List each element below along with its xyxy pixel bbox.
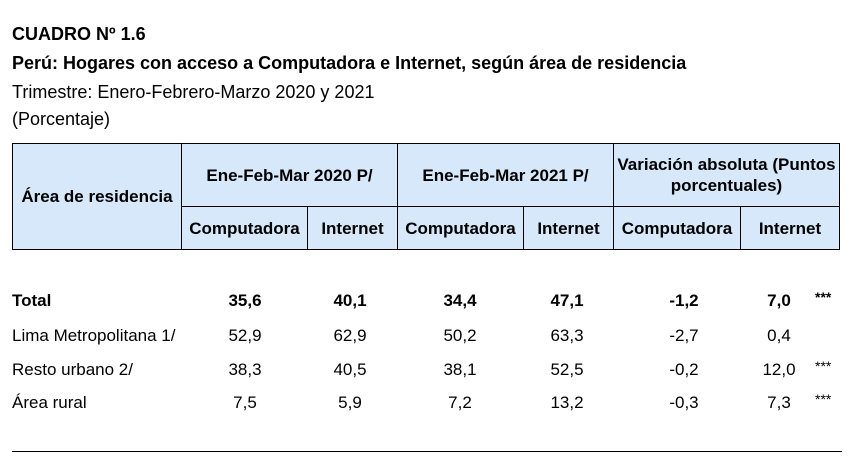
cell-computadora-2021: 7,2 bbox=[448, 393, 472, 412]
table-row: Lima Metropolitana 1/ 52,9 62,9 50,2 63,… bbox=[0, 326, 866, 350]
cell-computadora-2020: 52,9 bbox=[228, 326, 262, 345]
divider bbox=[181, 206, 839, 207]
table-row: Área rural 7,5 5,9 7,2 13,2 -0,3 7,3 *** bbox=[0, 391, 866, 417]
group-header-variacion: Variación absoluta (Puntos porcentuales) bbox=[617, 155, 836, 195]
cell-internet-2021: 13,2 bbox=[550, 393, 584, 412]
subheader-internet-variacion: Internet bbox=[758, 218, 822, 238]
cell-internet-2020: 40,1 bbox=[333, 291, 367, 310]
group-header-2020: Ene-Feb-Mar 2020 P/ bbox=[206, 165, 373, 185]
divider bbox=[740, 206, 741, 249]
cell-internet-2020: 62,9 bbox=[333, 326, 367, 345]
cell-variacion-internet: 12,0 bbox=[762, 360, 796, 379]
subheader-computadora-2020: Computadora bbox=[189, 218, 300, 238]
cell-variacion-computadora: -0,2 bbox=[669, 360, 699, 379]
cell-internet-2021: 63,3 bbox=[550, 326, 584, 345]
row-label: Resto urbano 2/ bbox=[12, 360, 133, 379]
table-header: Área de residencia Ene-Feb-Mar 2020 P/ E… bbox=[12, 143, 840, 250]
row-label: Lima Metropolitana 1/ bbox=[12, 326, 176, 345]
subheader-internet-2020: Internet bbox=[321, 218, 384, 238]
significance-marker: *** bbox=[815, 358, 832, 374]
group-header-2021: Ene-Feb-Mar 2021 P/ bbox=[422, 165, 589, 185]
cell-variacion-computadora: -1,2 bbox=[669, 291, 699, 310]
cell-computadora-2021: 34,4 bbox=[443, 291, 477, 310]
cell-computadora-2020: 35,6 bbox=[228, 291, 262, 310]
cell-computadora-2020: 7,5 bbox=[233, 393, 257, 412]
table-title: Perú: Hogares con acceso a Computadora e… bbox=[12, 53, 687, 73]
table-row: Resto urbano 2/ 38,3 40,5 38,1 52,5 -0,2… bbox=[0, 358, 866, 384]
cell-internet-2021: 47,1 bbox=[550, 291, 584, 310]
cell-variacion-internet: 7,3 bbox=[767, 393, 791, 412]
table-number: CUADRO Nº 1.6 bbox=[12, 24, 146, 44]
divider bbox=[181, 144, 182, 249]
cell-variacion-internet: 0,4 bbox=[767, 326, 791, 345]
divider bbox=[613, 144, 614, 249]
table-subtitle: Trimestre: Enero-Febrero-Marzo 2020 y 20… bbox=[12, 82, 375, 102]
subheader-internet-2021: Internet bbox=[537, 218, 600, 238]
cell-computadora-2021: 50,2 bbox=[443, 326, 477, 345]
divider bbox=[307, 206, 308, 249]
cell-computadora-2020: 38,3 bbox=[228, 360, 262, 379]
significance-marker: *** bbox=[815, 289, 832, 305]
significance-marker: *** bbox=[815, 391, 832, 407]
cell-variacion-computadora: -0,3 bbox=[669, 393, 699, 412]
cell-variacion-computadora: -2,7 bbox=[669, 326, 699, 345]
cell-internet-2020: 40,5 bbox=[333, 360, 367, 379]
subheader-computadora-variacion: Computadora bbox=[621, 218, 733, 238]
column-header-area: Área de residencia bbox=[21, 187, 173, 206]
row-label: Área rural bbox=[12, 393, 87, 412]
divider bbox=[397, 144, 398, 249]
subheader-computadora-2021: Computadora bbox=[405, 218, 516, 238]
cell-internet-2020: 5,9 bbox=[338, 393, 362, 412]
table-units: (Porcentaje) bbox=[12, 109, 111, 129]
cell-internet-2021: 52,5 bbox=[550, 360, 584, 379]
divider bbox=[523, 206, 524, 249]
bottom-rule bbox=[12, 451, 842, 452]
cell-variacion-internet: 7,0 bbox=[767, 291, 791, 310]
table-row: Total 35,6 40,1 34,4 47,1 -1,2 7,0 *** bbox=[0, 289, 866, 315]
row-label: Total bbox=[12, 291, 52, 310]
cell-computadora-2021: 38,1 bbox=[443, 360, 477, 379]
